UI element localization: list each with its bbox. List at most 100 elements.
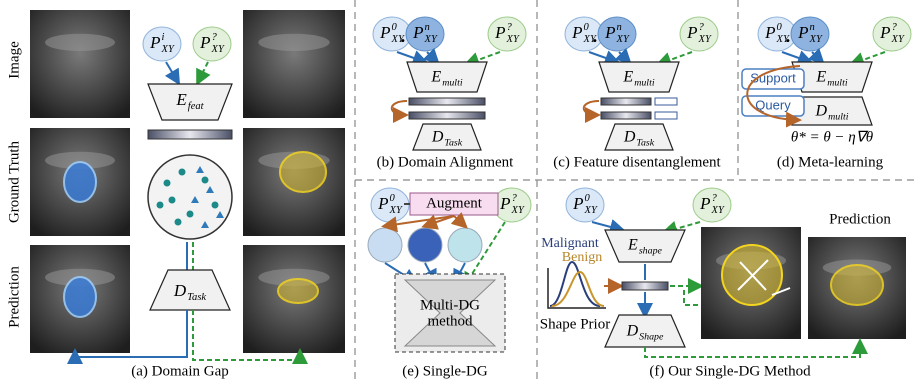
math-base: P: [572, 194, 583, 213]
math-sub: Shape: [639, 331, 664, 342]
label: Shape Prior: [540, 316, 610, 332]
math-sup: n: [810, 22, 815, 33]
math-base: P: [699, 194, 710, 213]
feature-bar: [655, 112, 677, 119]
feature-bar: [148, 130, 232, 139]
arrow: [454, 216, 465, 226]
arrow: [684, 290, 700, 305]
label: Image: [6, 41, 22, 79]
math-sub: Task: [636, 137, 654, 148]
lesion-mask: [64, 277, 96, 317]
math-base: P: [199, 33, 210, 52]
lesion-mask: [64, 162, 96, 202]
math-base: D: [815, 103, 828, 120]
math-sup: n: [617, 22, 622, 33]
math-sup: 0: [777, 22, 783, 33]
lesion-mask: [831, 265, 883, 305]
math-sub: XY: [809, 34, 823, 45]
curve: [550, 262, 600, 306]
tissue: [45, 34, 115, 51]
math-sub: XY: [891, 34, 905, 45]
arrow: [166, 62, 178, 82]
math-base: P: [149, 33, 160, 52]
curve: [552, 272, 604, 306]
label: (f) Our Single-DG Method: [649, 363, 811, 379]
math-sub: feat: [188, 101, 205, 112]
ultrasound-image: [30, 10, 130, 118]
augmented-image: [448, 228, 482, 262]
math-sub: XY: [161, 44, 175, 55]
ultrasound-image: [243, 10, 345, 118]
math-sub: XY: [616, 34, 630, 45]
math-sub: XY: [698, 34, 712, 45]
feature-bar: [655, 98, 677, 105]
label: Ground Truth: [6, 140, 22, 223]
label: (c) Feature disentanglement: [553, 154, 721, 170]
feature-bar: [409, 98, 485, 105]
augmented-image: [408, 228, 442, 262]
label: (d) Meta-learning: [777, 154, 884, 170]
label: (b) Domain Alignment: [377, 154, 514, 170]
lesion-mask: [280, 152, 326, 192]
feature-point: [157, 202, 164, 209]
math-sup: ?: [512, 193, 518, 204]
math-base: E: [175, 90, 187, 109]
math-base: E: [815, 69, 826, 86]
math-sub: XY: [584, 205, 598, 216]
math-sup: 0: [585, 193, 591, 204]
math-sup: ?: [892, 22, 898, 33]
label: θ* = θ − η∇θ: [791, 129, 874, 145]
arrow: [198, 62, 208, 82]
math-sub: multi: [634, 77, 655, 88]
feature-point: [179, 169, 186, 176]
math-sub: XY: [506, 34, 520, 45]
math-sup: 0: [584, 22, 590, 33]
label: Prediction: [6, 266, 22, 328]
feature-point: [175, 219, 182, 226]
math-base: P: [797, 23, 808, 42]
arrow: [619, 52, 629, 62]
math-sub: XY: [511, 205, 525, 216]
math-sup: i: [162, 32, 165, 43]
math-base: D: [623, 129, 636, 146]
math-base: D: [173, 281, 187, 300]
feature-point: [164, 180, 171, 187]
math-sub: Task: [444, 137, 462, 148]
math-sub: XY: [389, 205, 403, 216]
math-sub: XY: [211, 44, 225, 55]
math-base: P: [499, 194, 510, 213]
label: (a) Domain Gap: [131, 363, 228, 379]
math-sup: 0: [392, 22, 398, 33]
label: Augment: [426, 195, 483, 211]
math-base: P: [412, 23, 423, 42]
feature-space: [148, 155, 232, 239]
math-base: P: [377, 194, 388, 213]
math-sub: XY: [424, 34, 438, 45]
math-base: E: [430, 69, 441, 86]
loop: [392, 101, 407, 115]
label: Benign: [562, 250, 602, 265]
math-sub: multi: [827, 77, 848, 88]
math-sub: multi: [442, 77, 463, 88]
feature-point: [169, 197, 176, 204]
math-base: D: [431, 129, 444, 146]
math-base: P: [879, 23, 890, 42]
math-sub: XY: [711, 205, 725, 216]
figure: ImageGround TruthPredictionPiXYP?XYEfeat…: [0, 0, 915, 383]
feature-point: [212, 202, 219, 209]
math-base: P: [571, 23, 582, 42]
augmented-image: [368, 228, 402, 262]
arrow: [589, 52, 617, 62]
feature-point: [202, 177, 209, 184]
feature-point: [187, 211, 194, 218]
math-sub: shape: [639, 245, 663, 256]
math-base: P: [494, 23, 505, 42]
feature-bar: [409, 112, 485, 119]
math-sup: ?: [712, 193, 718, 204]
arrow: [427, 52, 437, 62]
label: Query: [755, 97, 791, 112]
math-base: E: [627, 237, 638, 254]
math-sub: Task: [187, 292, 206, 303]
math-sub: multi: [828, 111, 849, 122]
math-base: P: [604, 23, 615, 42]
